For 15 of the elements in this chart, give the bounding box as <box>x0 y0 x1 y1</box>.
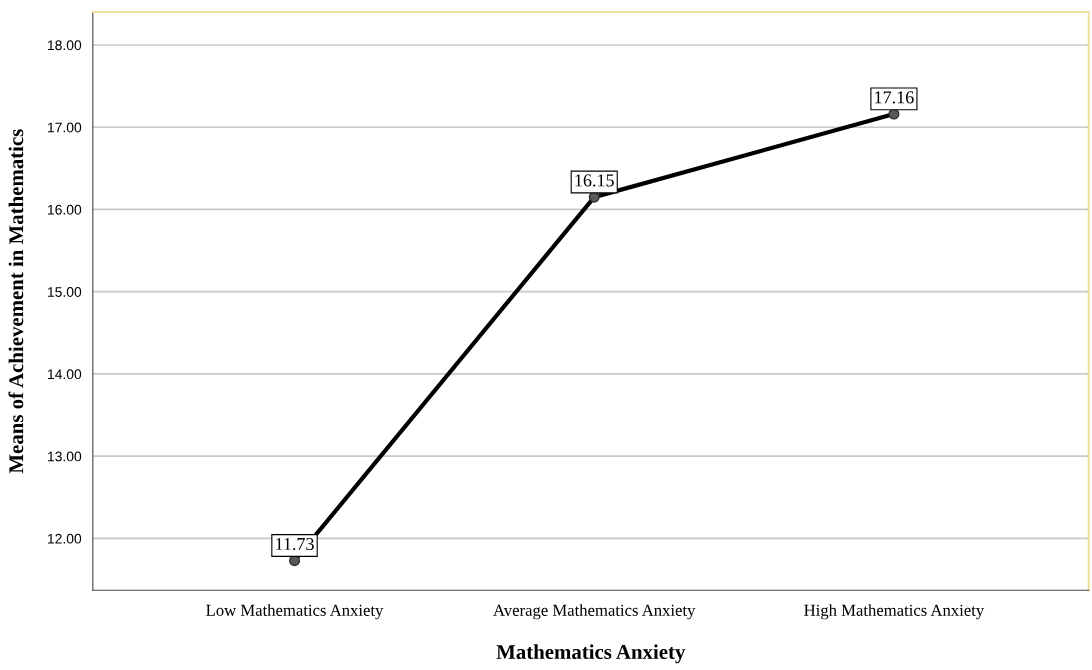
y-axis-title: Means of Achievement in Mathematics <box>8 129 24 474</box>
x-axis-title: Mathematics Anxiety <box>496 644 686 664</box>
y-tick-label: 12.00 <box>48 533 82 544</box>
y-tick-label: 18.00 <box>48 40 82 51</box>
y-tick-label: 15.00 <box>48 287 82 297</box>
x-tick-label: Average Mathematics Anxiety <box>493 604 696 620</box>
data-label: 17.16 <box>875 91 914 104</box>
y-tick-label: 17.00 <box>48 122 82 133</box>
data-label: 16.15 <box>575 174 614 187</box>
y-tick-label: 16.00 <box>48 204 82 215</box>
x-tick-label: Low Mathematics Anxiety <box>206 604 384 620</box>
y-tick-label: 14.00 <box>48 369 82 380</box>
y-tick-label: 13.00 <box>48 451 82 462</box>
x-tick-label: High Mathematics Anxiety <box>804 604 985 620</box>
data-label: 11.73 <box>276 537 314 551</box>
